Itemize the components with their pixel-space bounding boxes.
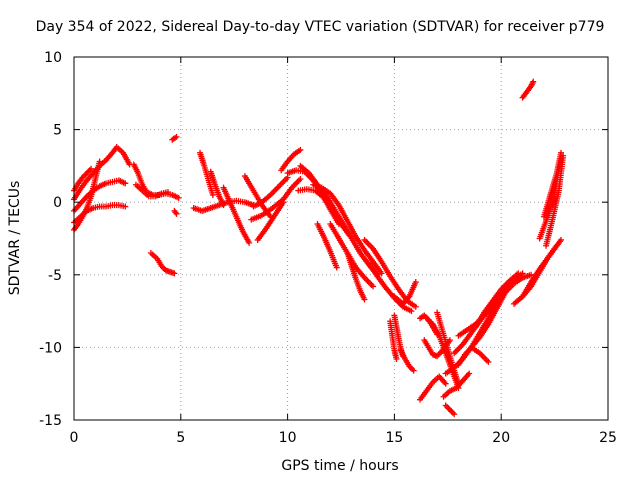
y-tick-label: -15: [39, 413, 62, 429]
data-point-marker: [502, 289, 509, 296]
data-point-marker: [451, 411, 458, 418]
data-series-track-7: [132, 181, 171, 200]
data-series-track-17: [248, 175, 304, 223]
data-series-track-38: [440, 370, 473, 400]
data-point-marker: [408, 308, 415, 315]
data-point-marker: [175, 194, 182, 201]
data-series-track-39: [442, 402, 458, 418]
data-series-track-1: [71, 144, 133, 203]
data-series-track-35: [417, 312, 441, 338]
y-tick-label: -5: [48, 268, 62, 284]
x-tick-label: 0: [70, 430, 79, 446]
data-point-marker: [122, 180, 129, 187]
data-series-track-33: [417, 373, 449, 403]
y-tick-label: -10: [39, 340, 62, 356]
data-series-track-43: [468, 289, 509, 351]
data-point-marker: [96, 158, 103, 165]
x-tick-label: 10: [279, 430, 297, 446]
data-point-marker: [370, 283, 377, 290]
data-point-marker: [530, 78, 537, 85]
chart-title: Day 354 of 2022, Sidereal Day-to-day VTE…: [35, 19, 605, 35]
data-point-marker: [361, 296, 368, 303]
data-point-marker: [209, 191, 216, 198]
x-tick-label: 15: [385, 430, 403, 446]
data-series-track-49: [540, 149, 565, 220]
x-tick-labels: 0 5 10 15 20 25: [70, 430, 617, 446]
data-point-marker: [485, 358, 492, 365]
data-point-marker: [412, 279, 419, 286]
data-point-marker: [528, 271, 535, 278]
data-point-marker: [560, 152, 567, 159]
data-point-marker: [220, 202, 227, 209]
data-series-track-27: [361, 236, 419, 310]
data-series-track-50: [543, 152, 567, 249]
x-axis-label: GPS time / hours: [281, 458, 398, 474]
data-series-track-25: [327, 220, 377, 290]
x-tick-label: 20: [492, 430, 510, 446]
data-series-track-31: [387, 318, 400, 363]
y-tick-label: 5: [53, 123, 62, 139]
data-series-track-12: [197, 149, 216, 198]
data-point-marker: [466, 370, 473, 377]
data-point-marker: [558, 236, 565, 243]
plot-frame: [73, 56, 609, 421]
data-series-track-51: [519, 78, 537, 101]
y-axis-label: SDTVAR / TECUs: [7, 181, 23, 296]
data-series-track-2: [71, 177, 129, 214]
data-series-track-44: [455, 344, 492, 368]
data-point-marker: [378, 270, 385, 277]
data-point-marker: [410, 367, 417, 374]
y-tick-label: 0: [53, 195, 62, 211]
data-series-track-16: [250, 174, 291, 210]
y-tick-labels: -15 -10 -5 0 5 10: [39, 50, 62, 429]
data-point-marker: [393, 356, 400, 363]
data-series-track-24: [314, 220, 340, 271]
data-point-marker: [122, 203, 129, 210]
data-point-marker: [173, 210, 180, 217]
data-series-track-9: [169, 133, 180, 143]
data-point-marker: [333, 264, 340, 271]
data-series-track-18: [254, 199, 287, 243]
data-point-marker: [442, 380, 449, 387]
data-series-track-45: [472, 270, 522, 331]
data-layer: [71, 78, 567, 418]
data-point-marker: [164, 189, 171, 196]
data-point-marker: [171, 270, 178, 277]
data-series-track-10: [171, 207, 180, 217]
data-series-track-23: [310, 181, 385, 277]
x-tick-label: 5: [176, 430, 185, 446]
data-point-marker: [280, 199, 287, 206]
data-point-marker: [412, 303, 419, 310]
data-point-marker: [297, 175, 304, 182]
data-point-marker: [246, 239, 253, 246]
data-point-marker: [515, 270, 522, 277]
data-series-track-29: [391, 279, 419, 307]
data-series-track-15: [241, 173, 274, 220]
data-series-track-47: [519, 236, 565, 300]
data-series-track-26: [344, 250, 368, 303]
data-series-track-13: [207, 168, 227, 209]
data-series-track-4: [71, 158, 103, 233]
x-tick-label: 25: [599, 430, 617, 446]
data-point-marker: [297, 146, 304, 153]
data-series-track-19: [278, 146, 304, 174]
data-series-track-8: [147, 250, 178, 277]
data-point-marker: [434, 331, 441, 338]
data-point-marker: [88, 165, 95, 172]
data-point-marker: [173, 133, 180, 140]
axis-ticks: [73, 56, 609, 421]
data-series-track-14: [220, 184, 253, 246]
data-series-track-32: [397, 347, 417, 374]
y-tick-label: 10: [44, 50, 62, 66]
